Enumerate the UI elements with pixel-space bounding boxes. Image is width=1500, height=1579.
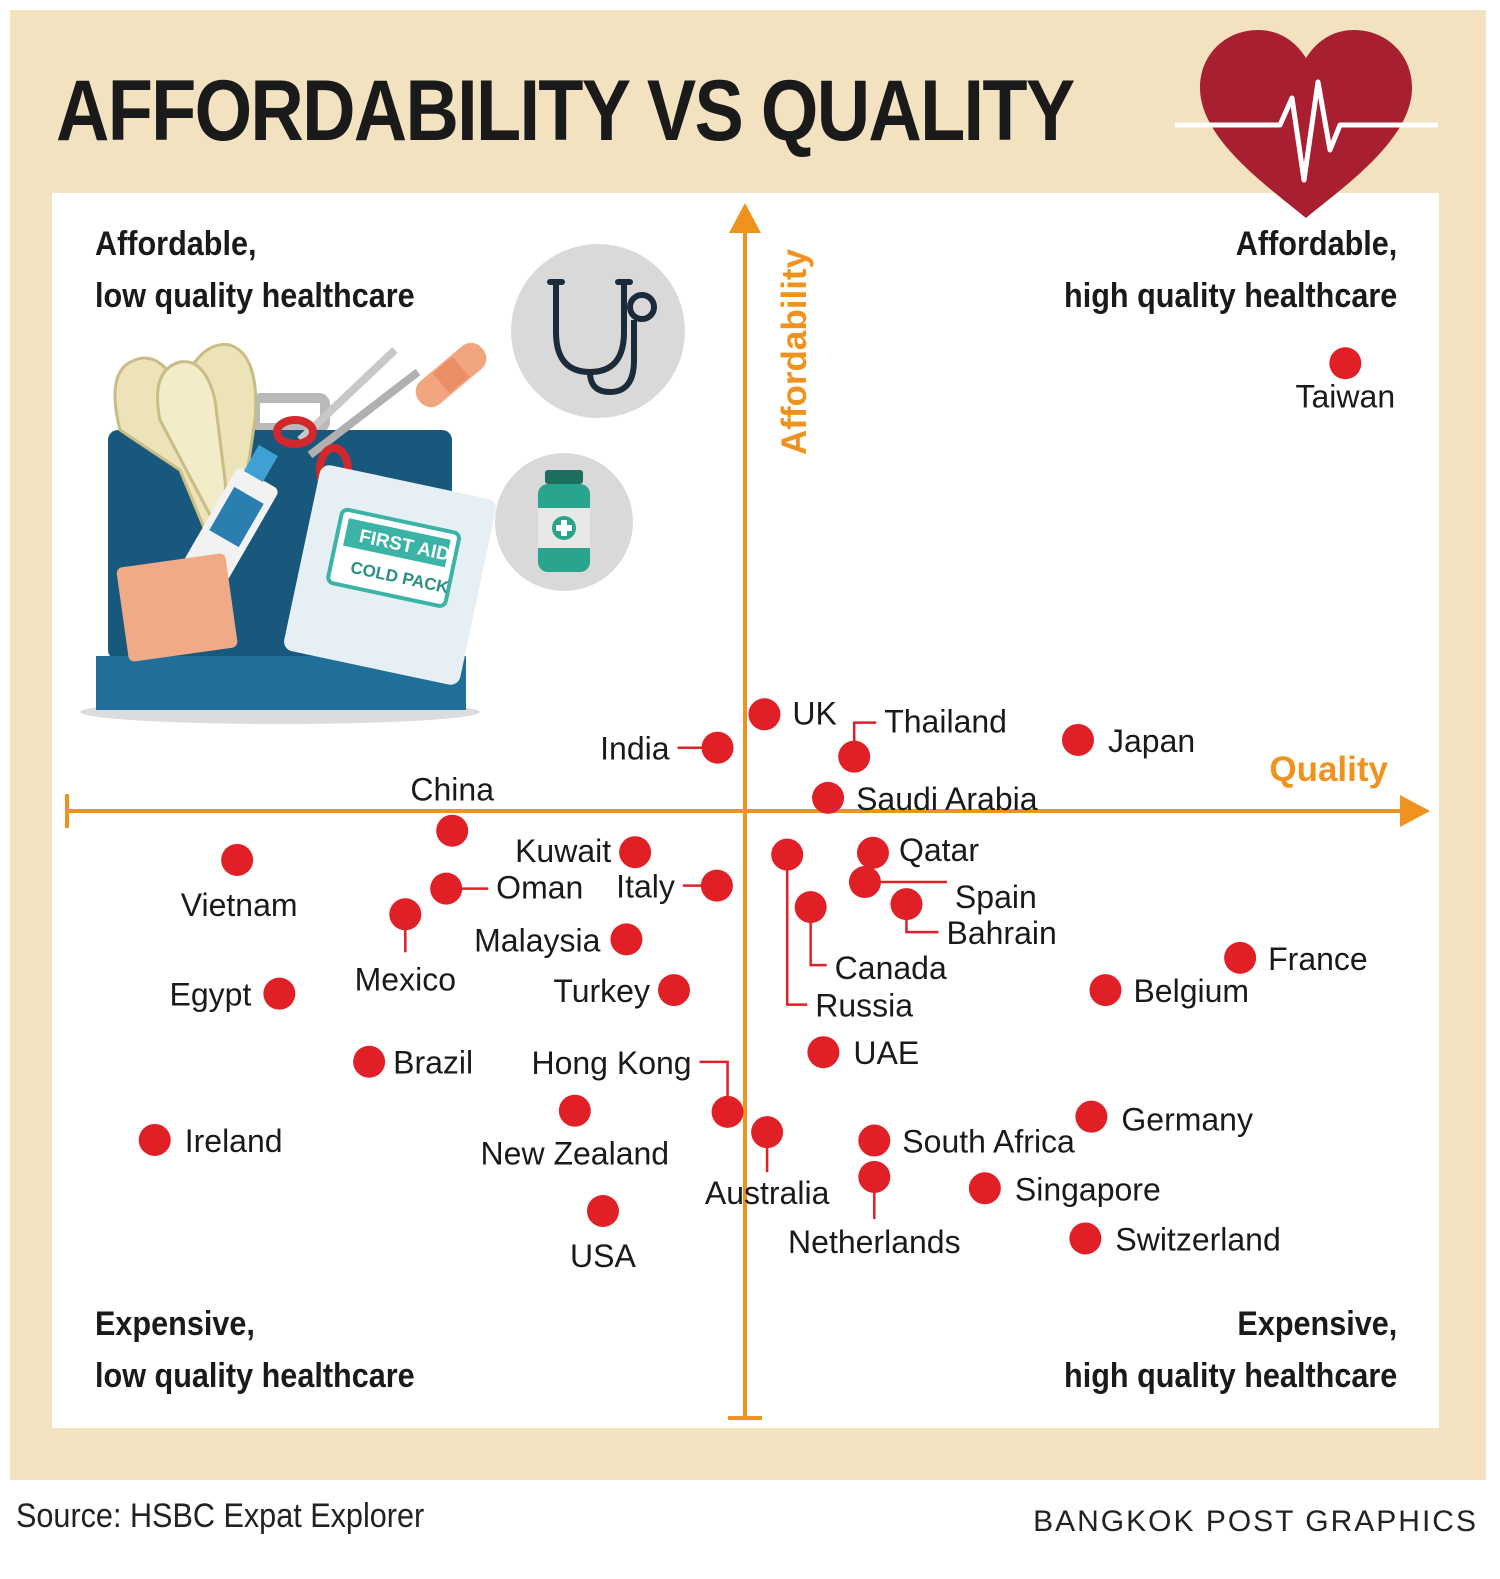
- point-label-mexico: Mexico: [355, 961, 456, 997]
- point-label-kuwait: Kuwait: [515, 833, 611, 869]
- point-label-oman: Oman: [496, 870, 583, 906]
- point-label-russia: Russia: [815, 988, 913, 1024]
- data-point-oman: [430, 872, 463, 905]
- point-label-netherlands: Netherlands: [788, 1224, 961, 1260]
- y-axis-label: Affordability: [775, 248, 814, 455]
- point-label-germany: Germany: [1121, 1102, 1253, 1138]
- point-label-china: China: [410, 772, 494, 808]
- data-point-uk: [748, 698, 781, 731]
- quadrant-label-bottom-right: Expensive, high quality healthcare: [1063, 1305, 1397, 1395]
- leader-lines: [404, 721, 947, 1219]
- data-point-kuwait: [619, 836, 652, 869]
- data-point-russia: [771, 838, 804, 871]
- point-label-vietnam: Vietnam: [181, 887, 298, 923]
- data-point-malaysia: [610, 923, 643, 956]
- axes: Quality Affordability: [65, 203, 1430, 1420]
- data-point-usa: [586, 1194, 619, 1227]
- leader-line-canada: [809, 921, 827, 967]
- data-point-taiwan: [1329, 347, 1362, 380]
- data-point-china: [436, 814, 469, 847]
- point-label-switzerland: Switzerland: [1115, 1221, 1280, 1257]
- data-point-turkey: [657, 974, 690, 1007]
- first-aid-kit-icon: FIRST AID COLD PACK: [80, 342, 496, 724]
- x-axis-arrow: [1400, 795, 1430, 827]
- point-label-uk: UK: [792, 695, 836, 731]
- source-note: Source: HSBC Expat Explorer: [16, 1497, 425, 1535]
- point-label-belgium: Belgium: [1133, 973, 1249, 1009]
- leader-line-russia: [785, 868, 808, 1006]
- leader-line-hong-kong: [699, 1060, 729, 1098]
- quadrant-label-top-right: Affordable, high quality healthcare: [1063, 225, 1397, 315]
- data-point-singapore: [968, 1172, 1001, 1205]
- point-label-india: India: [600, 731, 670, 767]
- point-label-new-zealand: New Zealand: [481, 1136, 670, 1172]
- point-label-qatar: Qatar: [899, 832, 979, 868]
- data-point-vietnam: [221, 843, 254, 876]
- data-point-germany: [1075, 1100, 1108, 1133]
- data-point-qatar: [856, 836, 889, 869]
- point-label-singapore: Singapore: [1015, 1171, 1161, 1207]
- data-point-switzerland: [1069, 1222, 1102, 1255]
- medicine-bottle-icon: [495, 453, 633, 591]
- data-point-egypt: [263, 977, 296, 1010]
- y-axis-arrow: [729, 203, 761, 233]
- point-label-italy: Italy: [616, 869, 675, 905]
- point-label-malaysia: Malaysia: [474, 922, 600, 958]
- x-axis-label: Quality: [1269, 750, 1388, 789]
- point-label-bahrain: Bahrain: [946, 915, 1056, 951]
- data-point-south-africa: [858, 1124, 891, 1157]
- quadrant-label-bottom-left: Expensive, low quality healthcare: [95, 1305, 415, 1395]
- data-points: Taiwan UK Thailand India Japan Saudi Arabia Ch…: [138, 347, 1396, 1274]
- point-label-thailand: Thailand: [884, 704, 1007, 740]
- data-point-italy: [700, 869, 733, 902]
- point-label-australia: Australia: [705, 1175, 830, 1211]
- point-label-egypt: Egypt: [170, 977, 252, 1013]
- point-label-saudi-arabia: Saudi Arabia: [856, 781, 1038, 817]
- point-label-south-africa: South Africa: [902, 1124, 1075, 1160]
- point-label-brazil: Brazil: [393, 1045, 473, 1081]
- page-title: AFFORDABILITY VS QUALITY: [56, 63, 1075, 159]
- data-point-australia: [751, 1116, 784, 1149]
- point-label-france: France: [1268, 941, 1368, 977]
- data-point-india: [701, 731, 734, 764]
- data-point-hong-kong: [711, 1095, 744, 1128]
- graphics-credit: BANGKOK POST GRAPHICS: [1033, 1505, 1478, 1538]
- data-point-new-zealand: [558, 1094, 591, 1127]
- data-point-canada: [794, 891, 827, 924]
- point-label-taiwan: Taiwan: [1296, 378, 1396, 414]
- heart-pulse-icon: [1175, 30, 1438, 218]
- data-point-belgium: [1089, 974, 1122, 1007]
- data-point-brazil: [353, 1045, 386, 1078]
- point-label-japan: Japan: [1108, 723, 1195, 759]
- point-label-canada: Canada: [835, 950, 947, 986]
- quadrant-label-top-left: Affordable, low quality healthcare: [95, 225, 415, 315]
- data-point-thailand: [838, 740, 871, 773]
- data-point-japan: [1061, 723, 1094, 756]
- stethoscope-icon: [511, 244, 685, 418]
- data-point-netherlands: [858, 1160, 891, 1193]
- leader-line-bahrain: [905, 916, 939, 934]
- point-label-spain: Spain: [955, 879, 1037, 915]
- data-point-uae: [807, 1036, 840, 1069]
- data-point-bahrain: [890, 888, 923, 921]
- data-point-ireland: [138, 1123, 171, 1156]
- point-label-turkey: Turkey: [553, 973, 650, 1009]
- data-point-spain: [848, 866, 881, 899]
- data-point-mexico: [389, 898, 422, 931]
- data-point-saudi-arabia: [812, 781, 845, 814]
- leader-line-thailand: [852, 721, 877, 745]
- data-point-france: [1224, 941, 1257, 974]
- point-label-usa: USA: [570, 1238, 636, 1274]
- point-label-uae: UAE: [853, 1035, 919, 1071]
- point-label-hong-kong: Hong Kong: [531, 1045, 691, 1081]
- point-label-ireland: Ireland: [185, 1123, 283, 1159]
